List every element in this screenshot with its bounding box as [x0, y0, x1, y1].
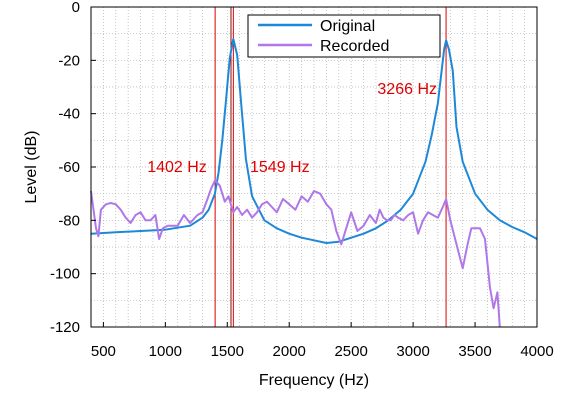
legend-label-recorded: Recorded — [320, 38, 389, 55]
legend-box — [247, 14, 441, 58]
ticks: 500 1000 1500 2000 2500 3000 3500 4000 0 -20 -40 -6… — [50, 0, 554, 360]
series-group — [90, 38, 538, 328]
series-line-recorded — [90, 179, 501, 328]
annotation-lines — [214, 7, 447, 327]
annotation-labels: 1402 Hz 1549 Hz 3266 Hz — [147, 81, 437, 176]
y-tick-label: -20 — [58, 52, 80, 69]
y-tick-label: -120 — [50, 319, 80, 336]
y-tick-label: 0 — [72, 0, 80, 16]
x-tick-label: 1500 — [211, 343, 244, 360]
annotation-label: 3266 Hz — [377, 81, 437, 98]
y-axis-title: Level (dB) — [23, 131, 40, 204]
x-tick-label: 3500 — [458, 343, 491, 360]
annotation-label: 1549 Hz — [250, 159, 310, 176]
x-tick-label: 500 — [91, 343, 116, 360]
x-tick-label: 4000 — [520, 343, 553, 360]
x-tick-label: 1000 — [149, 343, 182, 360]
x-axis-title: Frequency (Hz) — [259, 372, 369, 389]
annotation-label: 1402 Hz — [147, 159, 207, 176]
legend-label-original: Original — [320, 18, 375, 35]
y-tick-label: -80 — [58, 212, 80, 229]
x-tick-label: 3000 — [396, 343, 429, 360]
x-tick-label: 2500 — [334, 343, 367, 360]
y-tick-label: -40 — [58, 106, 80, 123]
x-tick-label: 2000 — [273, 343, 306, 360]
y-tick-label: -100 — [50, 266, 80, 283]
legend: Original Recorded — [247, 14, 441, 58]
grid — [91, 7, 537, 327]
y-tick-label: -60 — [58, 159, 80, 176]
